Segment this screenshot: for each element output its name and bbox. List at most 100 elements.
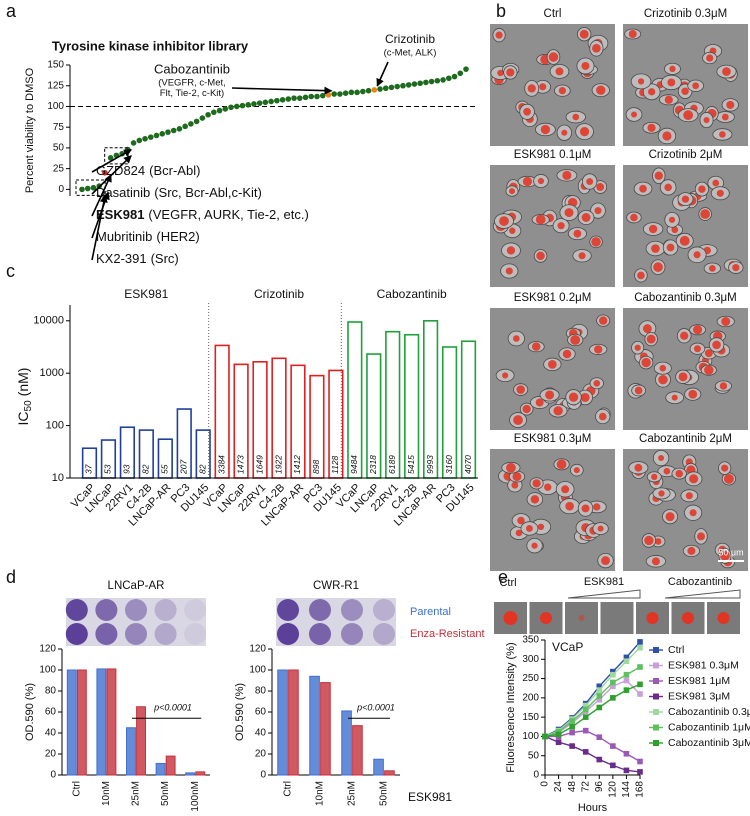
bar [66,669,77,776]
nucleus [561,129,568,136]
data-point [457,70,464,77]
data-point [342,90,349,96]
y-tick-label: 20 [45,749,57,760]
nucleus [601,556,610,566]
data-point [377,86,383,92]
nucleus [628,29,637,39]
y-tick-label: 0 [533,770,539,781]
legend-label: Cabozantinib 1μM [668,721,750,733]
y-axis-label: OD.590 (%) [24,683,36,741]
y-tick-label: 0 [50,770,56,781]
data-point [193,118,200,125]
y-tick-label: 120 [249,644,266,655]
nucleus [663,467,671,475]
spheroid [540,612,552,624]
data-point [446,75,452,82]
value-label: 1649 [254,455,264,474]
nucleus [647,123,656,132]
nucleus [548,360,557,369]
nucleus [687,546,696,555]
bar [106,668,117,776]
x-axis-label: ESK981 [408,790,452,804]
y-tick-label: 100 [46,419,64,431]
nucleus [683,110,694,121]
nucleus [573,467,580,474]
x-tick-label: 48 [567,781,578,793]
well [65,623,88,645]
nucleus [579,126,590,137]
value-label: 37 [84,464,94,474]
value-label: 1412 [292,455,302,474]
nucleus [581,504,590,513]
y-tick-label: 300 [522,654,539,665]
nucleus [512,472,522,482]
arrow [376,61,389,87]
y-tick-label: 50 [528,750,540,761]
annotation-label: ESK981 [96,207,144,222]
panel-label: d [6,567,16,587]
data-point [136,137,143,144]
nucleus [693,251,701,259]
nucleus [662,131,672,141]
nucleus [596,183,605,191]
nucleus [570,334,581,345]
data-point [107,155,114,161]
y-axis-label-unit: (nM) [15,368,31,397]
legend-label: Enza-Resistant [410,628,485,640]
nucleus [497,69,504,77]
nucleus [523,107,531,116]
nucleus [593,379,601,387]
data-point [623,658,630,665]
bar [352,725,363,776]
y-tick-label: 120 [39,644,56,655]
nucleus [586,178,594,186]
data-point [365,87,372,94]
value-label: 6189 [387,455,397,474]
nucleus [685,492,693,500]
data-point [569,743,575,749]
y-tick-label: 75 [53,122,65,133]
data-point [274,97,280,104]
well [309,623,331,645]
nucleus [539,83,547,91]
nucleus [506,68,515,77]
y-axis-label: Fluorescence Intensity (%) [505,642,517,772]
data-point [555,739,562,746]
data-point [596,683,603,690]
value-label: 55 [160,464,170,474]
data-point [610,695,616,701]
nucleus [526,525,533,532]
data-point [239,102,246,109]
data-point [610,683,616,690]
nucleus [564,208,574,218]
x-tick-label: 100nM [190,781,201,812]
image-label: ESK981 0.2μM [514,292,592,304]
y-axis-label: Percent viability to DMSO [24,67,36,193]
nucleus [527,84,536,93]
data-point [354,89,360,96]
data-point [153,132,160,139]
nucleus [568,392,579,402]
nucleus [689,474,699,484]
nucleus [669,65,676,72]
nucleus [581,213,591,222]
nucleus [654,538,662,545]
data-point [623,677,630,684]
data-point [337,91,343,97]
nucleus [708,264,716,272]
x-tick-label: 10nM [315,781,326,806]
nucleus [499,216,509,226]
nucleus [505,267,513,275]
data-point [348,89,355,96]
group-label: Crizotinib [254,287,304,301]
data-point [319,92,326,99]
bar [373,758,384,776]
nucleus [639,184,647,193]
panel-label: b [496,1,506,21]
bar [76,669,87,776]
nucleus [591,237,601,247]
data-point [233,103,240,110]
y-tick-label: 40 [255,728,267,739]
y-tick-label: 25 [53,163,65,174]
value-label: 3160 [444,455,454,474]
